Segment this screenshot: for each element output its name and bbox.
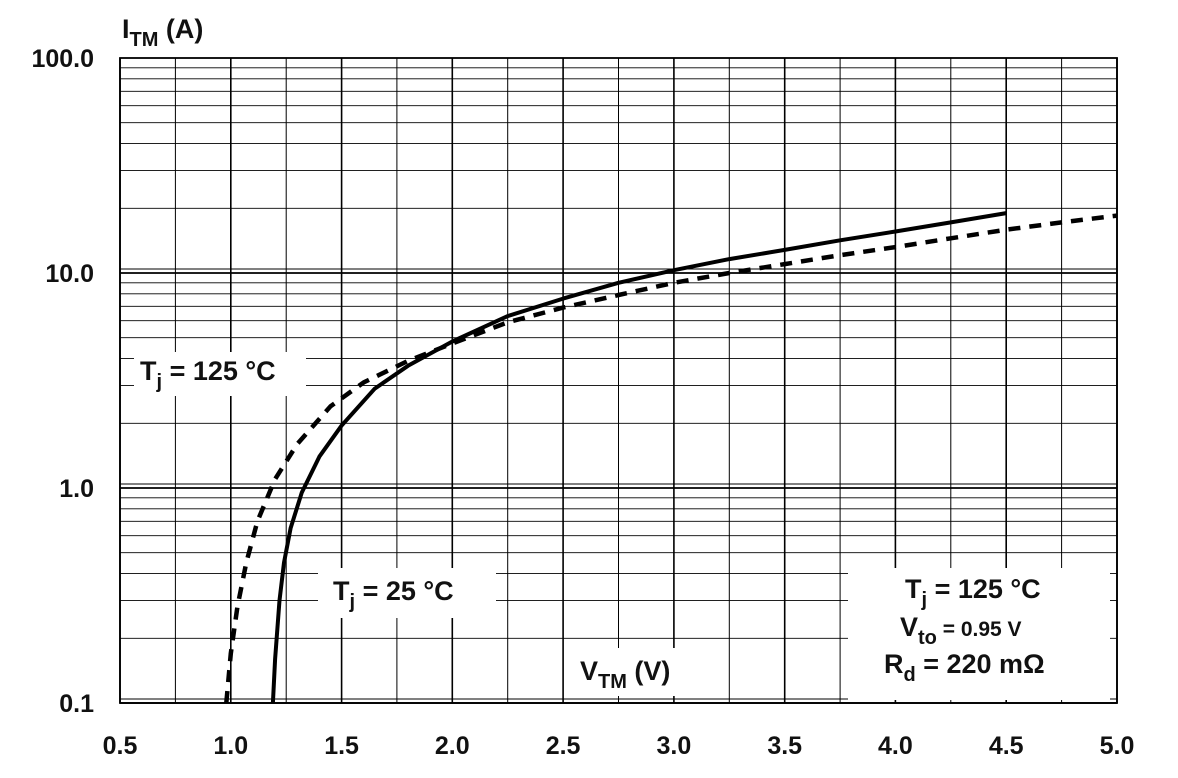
x-tick-label: 4.5 [989,732,1024,760]
y-tick-labels: 0.1 1.0 10.0 100.0 [31,45,94,718]
param-rd: Rd = 220 mΩ [884,649,1045,686]
y-tick-label: 10.0 [45,260,94,288]
tj125-label: Tj = 125 °C [140,356,276,393]
tj25-label: Tj = 25 °C [333,576,454,613]
x-tick-label: 3.5 [767,732,802,760]
x-tick-label: 1.5 [324,732,359,760]
x-tick-labels: 0.5 1.0 1.5 2.0 2.5 3.0 3.5 4.0 4.5 5.0 [103,732,1135,760]
tj25-label-bg [318,568,496,618]
tj125-label-bg [134,352,306,396]
params-box-bg [848,568,1110,700]
x-tick-label: 0.5 [103,732,138,760]
plot-frame [119,57,1118,704]
x-tick-label: 2.5 [546,732,581,760]
x-tick-label: 2.0 [435,732,470,760]
y-tick-label: 100.0 [31,45,94,73]
series-line-solid [270,211,1007,704]
param-vto: Vto = 0.95 V [900,612,1022,649]
y-axis-title: ITM (A) [122,14,203,51]
x-tick-label: 3.0 [657,732,692,760]
param-tj: Tj = 125 °C [905,574,1041,611]
x-tick-label: 5.0 [1100,732,1135,760]
series-line-dashed [224,213,1118,704]
curves [224,211,1118,704]
y-tick-label: 0.1 [59,690,94,718]
x-tick-label: 4.0 [878,732,913,760]
x-axis-title: VTM (V) [580,656,670,693]
x-axis-title-bg [564,648,704,696]
y-tick-label: 1.0 [59,475,94,503]
x-tick-label: 1.0 [213,732,248,760]
